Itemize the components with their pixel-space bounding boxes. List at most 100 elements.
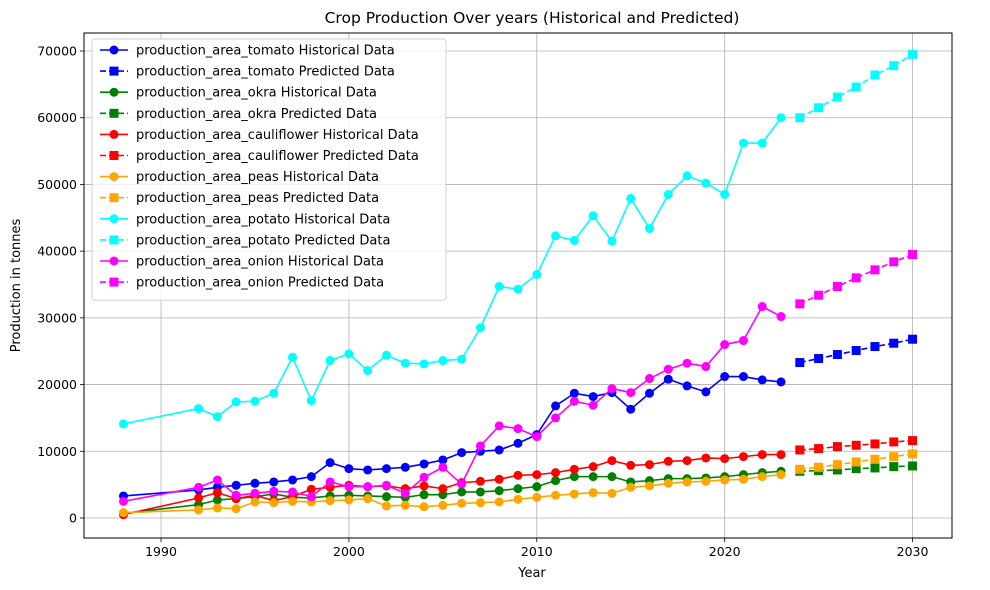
- predicted-point: [832, 460, 842, 470]
- historical-point: [118, 419, 128, 429]
- historical-point: [551, 476, 561, 486]
- historical-point: [231, 490, 241, 500]
- historical-point: [757, 302, 767, 312]
- series-group: [795, 334, 918, 368]
- legend-marker: [109, 45, 119, 55]
- legend-label: production_area_potato Historical Data: [136, 212, 390, 227]
- historical-point: [588, 462, 598, 472]
- legend-label: production_area_okra Historical Data: [136, 86, 377, 101]
- legend-marker: [109, 277, 119, 287]
- historical-point: [645, 481, 655, 491]
- historical-point: [663, 189, 673, 199]
- historical-point: [419, 472, 429, 482]
- historical-point: [381, 350, 391, 360]
- legend-item: production_area_potato Historical Data: [100, 212, 390, 227]
- historical-point: [400, 462, 410, 472]
- historical-point: [682, 477, 692, 487]
- historical-point: [607, 236, 617, 246]
- historical-point: [776, 377, 786, 387]
- historical-point: [645, 223, 655, 233]
- historical-point: [250, 497, 260, 507]
- historical-point: [701, 387, 711, 397]
- legend-label: production_area_cauliflower Predicted Da…: [136, 149, 419, 164]
- historical-point: [419, 459, 429, 469]
- legend: production_area_tomato Historical Data pr…: [91, 38, 447, 301]
- historical-point: [532, 470, 542, 480]
- historical-point: [250, 396, 260, 406]
- historical-point: [738, 336, 748, 346]
- historical-point: [288, 496, 298, 506]
- predicted-point: [870, 265, 880, 275]
- predicted-point: [851, 346, 861, 356]
- grid: [84, 33, 952, 538]
- historical-point: [438, 500, 448, 510]
- series-group: [795, 436, 918, 455]
- x-tick-label: 2010: [521, 544, 553, 559]
- historical-point: [682, 171, 692, 181]
- historical-point: [381, 501, 391, 511]
- historical-point: [381, 492, 391, 502]
- axis-ticks: 1990 2000 2010 2020 2030 0 10000 20000 30000 4000…: [37, 44, 928, 559]
- legend-label: production_area_tomato Historical Data: [136, 44, 395, 59]
- legend-label: production_area_peas Predicted Data: [136, 191, 379, 206]
- predicted-point: [851, 273, 861, 283]
- legend-item: production_area_onion Historical Data: [100, 255, 384, 270]
- predicted-point: [908, 461, 918, 471]
- historical-point: [607, 472, 617, 482]
- historical-point: [494, 445, 504, 455]
- y-tick-label: 20000: [37, 377, 77, 392]
- legend-marker: [109, 256, 119, 266]
- historical-point: [607, 384, 617, 394]
- historical-point: [569, 235, 579, 245]
- x-tick-label: 1990: [145, 544, 177, 559]
- historical-point: [626, 388, 636, 398]
- historical-point: [344, 464, 354, 474]
- x-axis-label: Year: [517, 566, 546, 581]
- historical-point: [363, 366, 373, 376]
- historical-point: [701, 453, 711, 463]
- predicted-point: [851, 82, 861, 92]
- predicted-point: [814, 290, 824, 300]
- historical-point: [419, 502, 429, 512]
- predicted-point: [795, 358, 805, 368]
- historical-point: [776, 450, 786, 460]
- historical-point: [306, 484, 316, 494]
- historical-point: [663, 456, 673, 466]
- predicted-point: [814, 103, 824, 113]
- historical-point: [532, 482, 542, 492]
- historical-point: [363, 494, 373, 504]
- historical-point: [720, 189, 730, 199]
- predicted-point: [908, 249, 918, 259]
- y-tick-label: 40000: [37, 244, 77, 259]
- historical-point: [250, 478, 260, 488]
- historical-point: [212, 488, 222, 498]
- historical-point: [438, 455, 448, 465]
- historical-point: [513, 494, 523, 504]
- historical-point: [757, 450, 767, 460]
- historical-point: [738, 474, 748, 484]
- predicted-point: [889, 338, 899, 348]
- historical-point: [757, 472, 767, 482]
- historical-point: [645, 374, 655, 384]
- historical-point: [288, 475, 298, 485]
- predicted-point: [908, 436, 918, 446]
- historical-point: [682, 358, 692, 368]
- historical-point: [757, 375, 767, 385]
- historical-point: [419, 490, 429, 500]
- historical-point: [569, 489, 579, 499]
- series-group: [795, 449, 918, 474]
- historical-point: [588, 392, 598, 402]
- historical-point: [663, 478, 673, 488]
- historical-point: [607, 488, 617, 498]
- legend-label: production_area_onion Historical Data: [136, 255, 384, 270]
- historical-point: [419, 359, 429, 369]
- historical-point: [306, 472, 316, 482]
- historical-point: [457, 498, 467, 508]
- predicted-point: [851, 457, 861, 467]
- historical-point: [738, 452, 748, 462]
- legend-marker: [109, 66, 119, 76]
- historical-point: [118, 508, 128, 518]
- legend-item: production_area_cauliflower Historical D…: [100, 128, 419, 143]
- historical-point: [194, 404, 204, 414]
- historical-point: [663, 364, 673, 374]
